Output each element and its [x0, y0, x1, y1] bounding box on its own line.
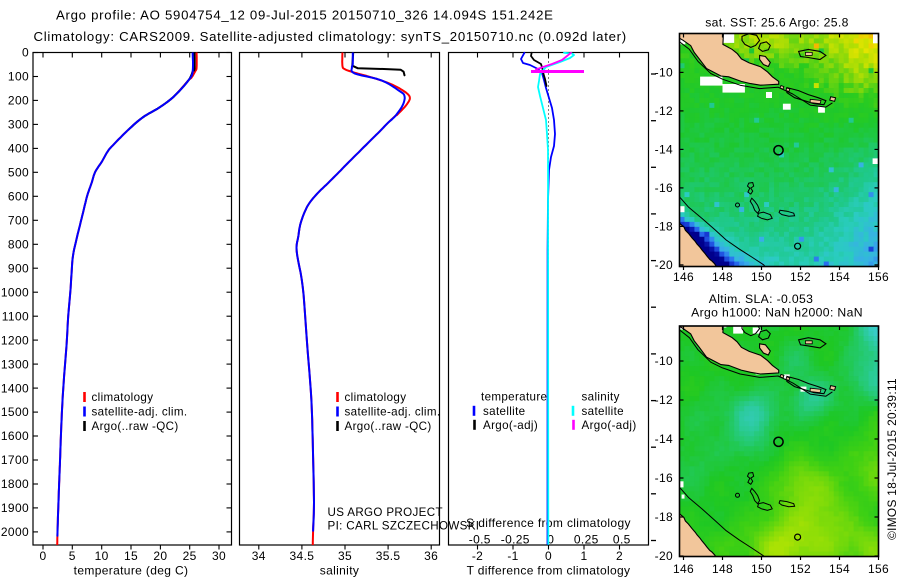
svg-text:156: 156 [868, 270, 889, 284]
svg-text:20: 20 [153, 549, 167, 563]
svg-text:1900: 1900 [1, 501, 29, 515]
svg-text:-12: -12 [655, 104, 673, 118]
svg-text:30: 30 [212, 549, 226, 563]
svg-text:150: 150 [751, 270, 772, 284]
svg-text:Altim. SLA: -0.053: Altim. SLA: -0.053 [709, 292, 814, 306]
svg-text:©IMOS 18-Jul-2015 20:39:11: ©IMOS 18-Jul-2015 20:39:11 [885, 378, 899, 540]
svg-text:-10: -10 [655, 66, 673, 80]
svg-text:36: 36 [424, 549, 438, 563]
svg-text:Argo(..raw -QC): Argo(..raw -QC) [345, 420, 432, 433]
svg-text:10: 10 [95, 549, 109, 563]
svg-text:0.5: 0.5 [613, 532, 631, 546]
svg-text:152: 152 [790, 270, 811, 284]
svg-text:200: 200 [8, 94, 29, 108]
svg-text:148: 148 [712, 562, 733, 576]
svg-text:2: 2 [616, 549, 623, 563]
svg-text:Argo profile: AO 5904754_12 09: Argo profile: AO 5904754_12 09-Jul-2015 … [56, 8, 554, 23]
svg-text:1600: 1600 [1, 429, 29, 443]
svg-text:satellite-adj. clim.: satellite-adj. clim. [345, 406, 441, 419]
svg-text:34.5: 34.5 [290, 549, 315, 563]
svg-text:Argo(-adj): Argo(-adj) [483, 419, 538, 432]
svg-text:0: 0 [22, 46, 29, 60]
svg-text:salinity: salinity [582, 391, 620, 404]
svg-text:154: 154 [829, 562, 850, 576]
svg-text:1: 1 [580, 549, 587, 563]
svg-text:900: 900 [8, 261, 29, 275]
svg-text:Argo h1000: NaN h2000: NaN: Argo h1000: NaN h2000: NaN [691, 306, 863, 320]
svg-text:Climatology: CARS2009. Satelli: Climatology: CARS2009. Satellite-adjuste… [34, 29, 627, 44]
svg-text:700: 700 [8, 214, 29, 228]
svg-text:T difference from climatology: T difference from climatology [467, 564, 631, 578]
svg-text:-16: -16 [655, 471, 673, 485]
svg-text:5: 5 [69, 549, 76, 563]
svg-text:0: 0 [39, 549, 46, 563]
svg-text:34: 34 [252, 549, 266, 563]
svg-text:35: 35 [338, 549, 352, 563]
svg-text:150: 150 [751, 562, 772, 576]
svg-text:temperature (deg C): temperature (deg C) [74, 564, 189, 578]
svg-text:100: 100 [8, 70, 29, 84]
svg-text:300: 300 [8, 118, 29, 132]
svg-text:156: 156 [868, 562, 889, 576]
svg-text:climatology: climatology [92, 391, 154, 404]
svg-text:-14: -14 [655, 143, 673, 157]
svg-text:2000: 2000 [1, 525, 29, 539]
svg-text:satellite-adj. clim.: satellite-adj. clim. [92, 406, 188, 419]
svg-text:satellite: satellite [582, 405, 624, 418]
svg-text:-12: -12 [655, 393, 673, 407]
svg-text:15: 15 [124, 549, 138, 563]
svg-text:1700: 1700 [1, 453, 29, 467]
svg-text:-2: -2 [472, 549, 483, 563]
svg-text:sat. SST: 25.6 Argo: 25.8: sat. SST: 25.6 Argo: 25.8 [705, 16, 849, 30]
svg-text:salinity: salinity [320, 564, 359, 578]
svg-text:US ARGO PROJECT: US ARGO PROJECT [328, 506, 443, 519]
svg-text:1800: 1800 [1, 477, 29, 491]
svg-text:1300: 1300 [1, 357, 29, 371]
svg-text:35.5: 35.5 [376, 549, 401, 563]
svg-text:-14: -14 [655, 432, 673, 446]
svg-text:-10: -10 [655, 354, 673, 368]
svg-text:-16: -16 [655, 181, 673, 195]
svg-text:-0.25: -0.25 [501, 532, 530, 546]
svg-text:500: 500 [8, 166, 29, 180]
svg-text:152: 152 [790, 562, 811, 576]
svg-text:satellite: satellite [483, 405, 525, 418]
svg-text:Argo(..raw -QC): Argo(..raw -QC) [92, 420, 179, 433]
svg-text:1400: 1400 [1, 381, 29, 395]
svg-text:25: 25 [183, 549, 197, 563]
svg-text:0: 0 [545, 549, 552, 563]
svg-text:1200: 1200 [1, 333, 29, 347]
svg-text:-20: -20 [655, 549, 673, 563]
svg-text:0.25: 0.25 [574, 532, 599, 546]
svg-text:Argo(-adj): Argo(-adj) [582, 419, 637, 432]
svg-text:1100: 1100 [2, 309, 29, 323]
svg-text:400: 400 [8, 142, 29, 156]
svg-text:600: 600 [8, 190, 29, 204]
svg-text:1000: 1000 [1, 285, 29, 299]
svg-text:-18: -18 [655, 510, 673, 524]
svg-text:PI: CARL SZCZECHOWSKI: PI: CARL SZCZECHOWSKI [328, 520, 480, 533]
svg-text:146: 146 [673, 562, 694, 576]
svg-text:-0.5: -0.5 [469, 532, 491, 546]
svg-text:climatology: climatology [345, 391, 407, 404]
svg-text:154: 154 [829, 270, 850, 284]
svg-text:0: 0 [547, 532, 554, 546]
svg-text:-18: -18 [655, 220, 673, 234]
svg-text:-1: -1 [507, 549, 518, 563]
svg-text:1500: 1500 [1, 405, 29, 419]
svg-text:148: 148 [712, 270, 733, 284]
svg-text:-20: -20 [655, 258, 673, 272]
svg-text:800: 800 [8, 238, 29, 252]
svg-text:temperature: temperature [481, 391, 547, 404]
svg-text:146: 146 [673, 270, 694, 284]
